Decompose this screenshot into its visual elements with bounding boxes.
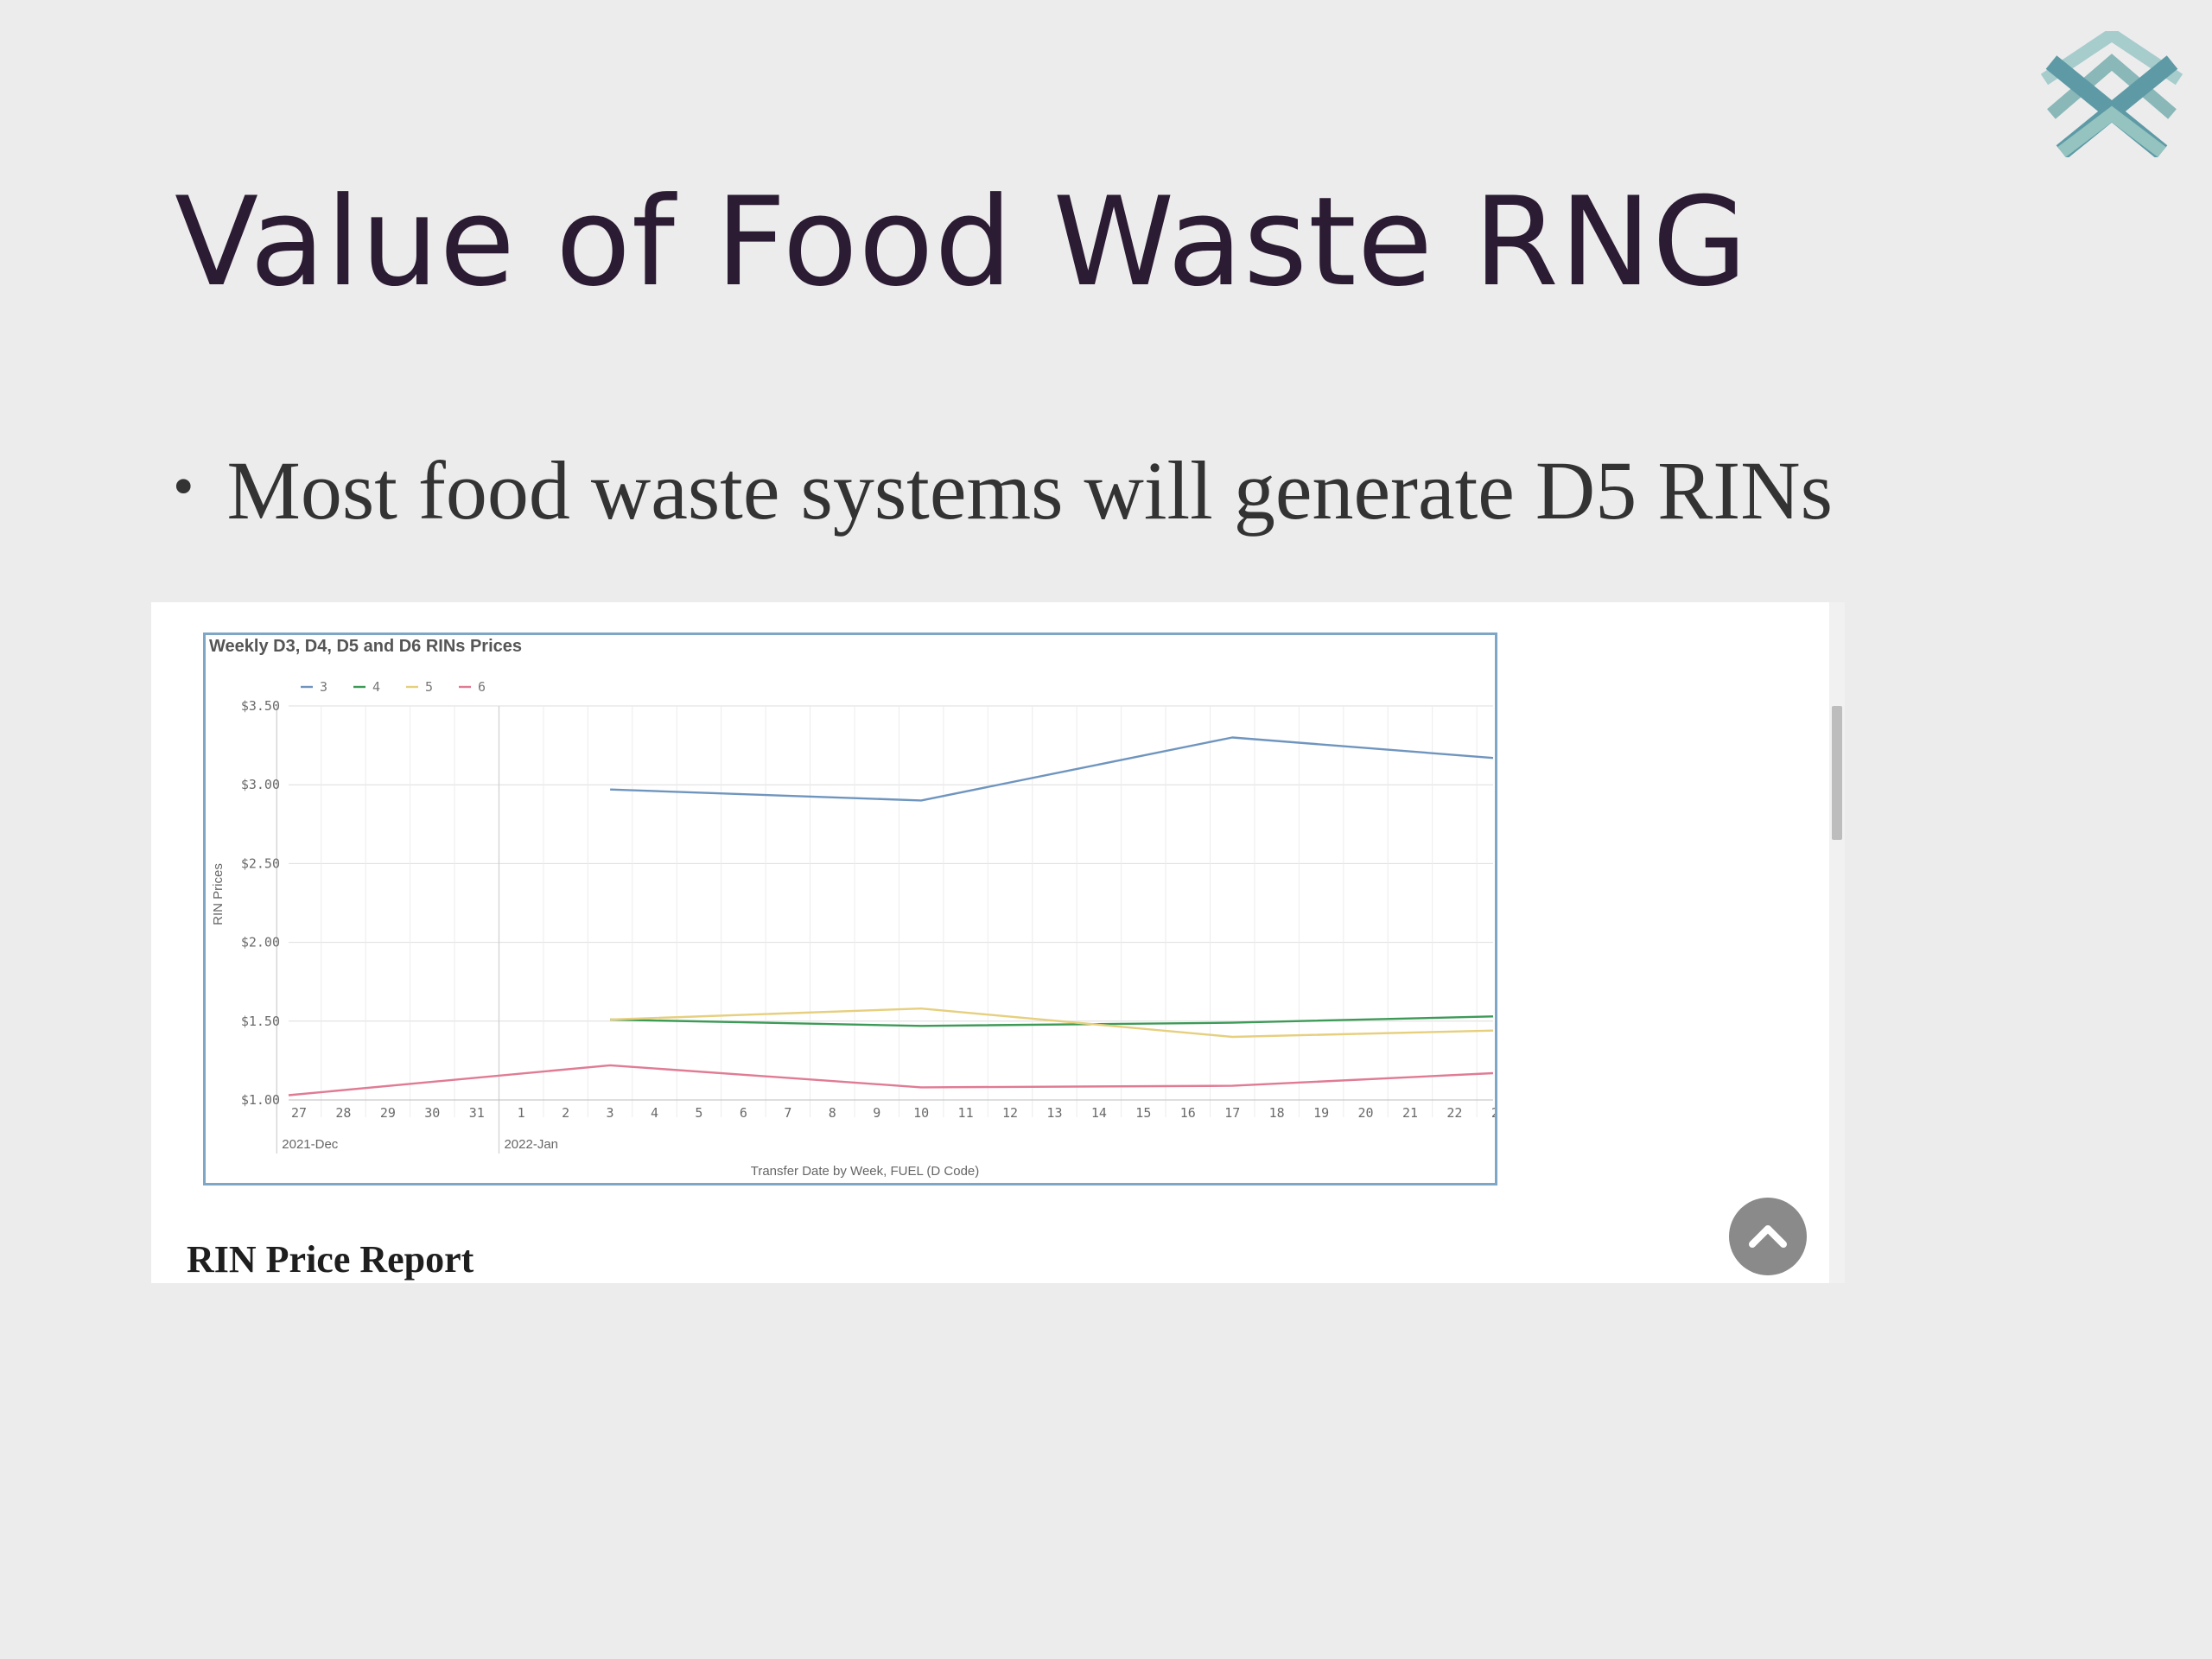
x-tick-label: 12 [1002, 1105, 1018, 1121]
series-line-4 [610, 1015, 1494, 1027]
x-tick-label: 29 [380, 1105, 396, 1121]
x-tick-label: 4 [651, 1105, 658, 1121]
x-tick-label: 6 [740, 1105, 747, 1121]
x-tick-label: 8 [829, 1105, 836, 1121]
report-title: RIN Price Report [187, 1238, 474, 1281]
x-tick-label: 19 [1313, 1105, 1329, 1121]
chart-legend: 3 4 5 6 [301, 679, 486, 695]
x-tick-label: 11 [958, 1105, 974, 1121]
y-tick-label: $1.50 [241, 1014, 280, 1029]
chevron-up-icon [1749, 1225, 1787, 1248]
x-tick-label: 24 [1491, 1105, 1495, 1121]
x-tick-label: 13 [1046, 1105, 1062, 1121]
x-group-label: 2022-Jan [504, 1137, 558, 1152]
x-tick-label: 2 [562, 1105, 569, 1121]
x-group-label: 2021-Dec [282, 1137, 339, 1152]
x-tick-label: 14 [1091, 1105, 1107, 1121]
series-line-5 [610, 1007, 1494, 1039]
x-tick-label: 31 [469, 1105, 485, 1121]
x-tick-label: 30 [424, 1105, 440, 1121]
bullet-dot: • [173, 453, 194, 520]
y-tick-label: $3.50 [241, 698, 280, 714]
legend-label-5: 5 [425, 679, 433, 695]
scrollbar-thumb[interactable] [1832, 706, 1842, 840]
x-tick-label: 10 [913, 1105, 929, 1121]
x-tick-label: 15 [1135, 1105, 1151, 1121]
bullet-item: • Most food waste systems will generate … [173, 442, 1833, 538]
x-tick-label: 17 [1224, 1105, 1240, 1121]
x-tick-label: 9 [873, 1105, 880, 1121]
x-tick-label: 20 [1358, 1105, 1374, 1121]
chart-grid [276, 705, 1493, 1154]
x-tick-label: 1 [518, 1105, 525, 1121]
x-axis-title: Transfer Date by Week, FUEL (D Code) [751, 1164, 980, 1179]
legend-label-6: 6 [478, 679, 486, 695]
scroll-to-top-button[interactable] [1729, 1198, 1807, 1275]
x-tick-label: 3 [607, 1105, 614, 1121]
x-tick-label: 7 [784, 1105, 791, 1121]
x-tick-label: 21 [1402, 1105, 1418, 1121]
x-tick-label: 16 [1180, 1105, 1196, 1121]
scrollbar[interactable] [1829, 602, 1845, 1283]
legend-label-3: 3 [320, 679, 327, 695]
y-tick-label: $3.00 [241, 777, 280, 792]
x-tick-label: 27 [291, 1105, 307, 1121]
series-line-3 [610, 736, 1494, 802]
y-tick-label: $2.50 [241, 855, 280, 871]
y-axis-title: RIN Prices [211, 863, 226, 925]
x-tick-label: 18 [1269, 1105, 1285, 1121]
chart-panel: Weekly D3, D4, D5 and D6 RINs Prices $1.… [203, 632, 1497, 1185]
x-tick-label: 28 [335, 1105, 351, 1121]
y-tick-label: $2.00 [241, 935, 280, 950]
bullet-text: Most food waste systems will generate D5… [226, 444, 1833, 537]
chart-title: Weekly D3, D4, D5 and D6 RINs Prices [209, 637, 523, 656]
x-tick-label: 5 [695, 1105, 702, 1121]
series-line-6 [288, 1064, 1494, 1096]
slide-title: Value of Food Waste RNG [175, 171, 1749, 314]
x-tick-label: 22 [1446, 1105, 1462, 1121]
chart-series [288, 736, 1494, 1096]
chevron-crossed-logo-icon [2039, 26, 2184, 159]
y-tick-label: $1.00 [241, 1092, 280, 1108]
legend-label-4: 4 [372, 679, 380, 695]
